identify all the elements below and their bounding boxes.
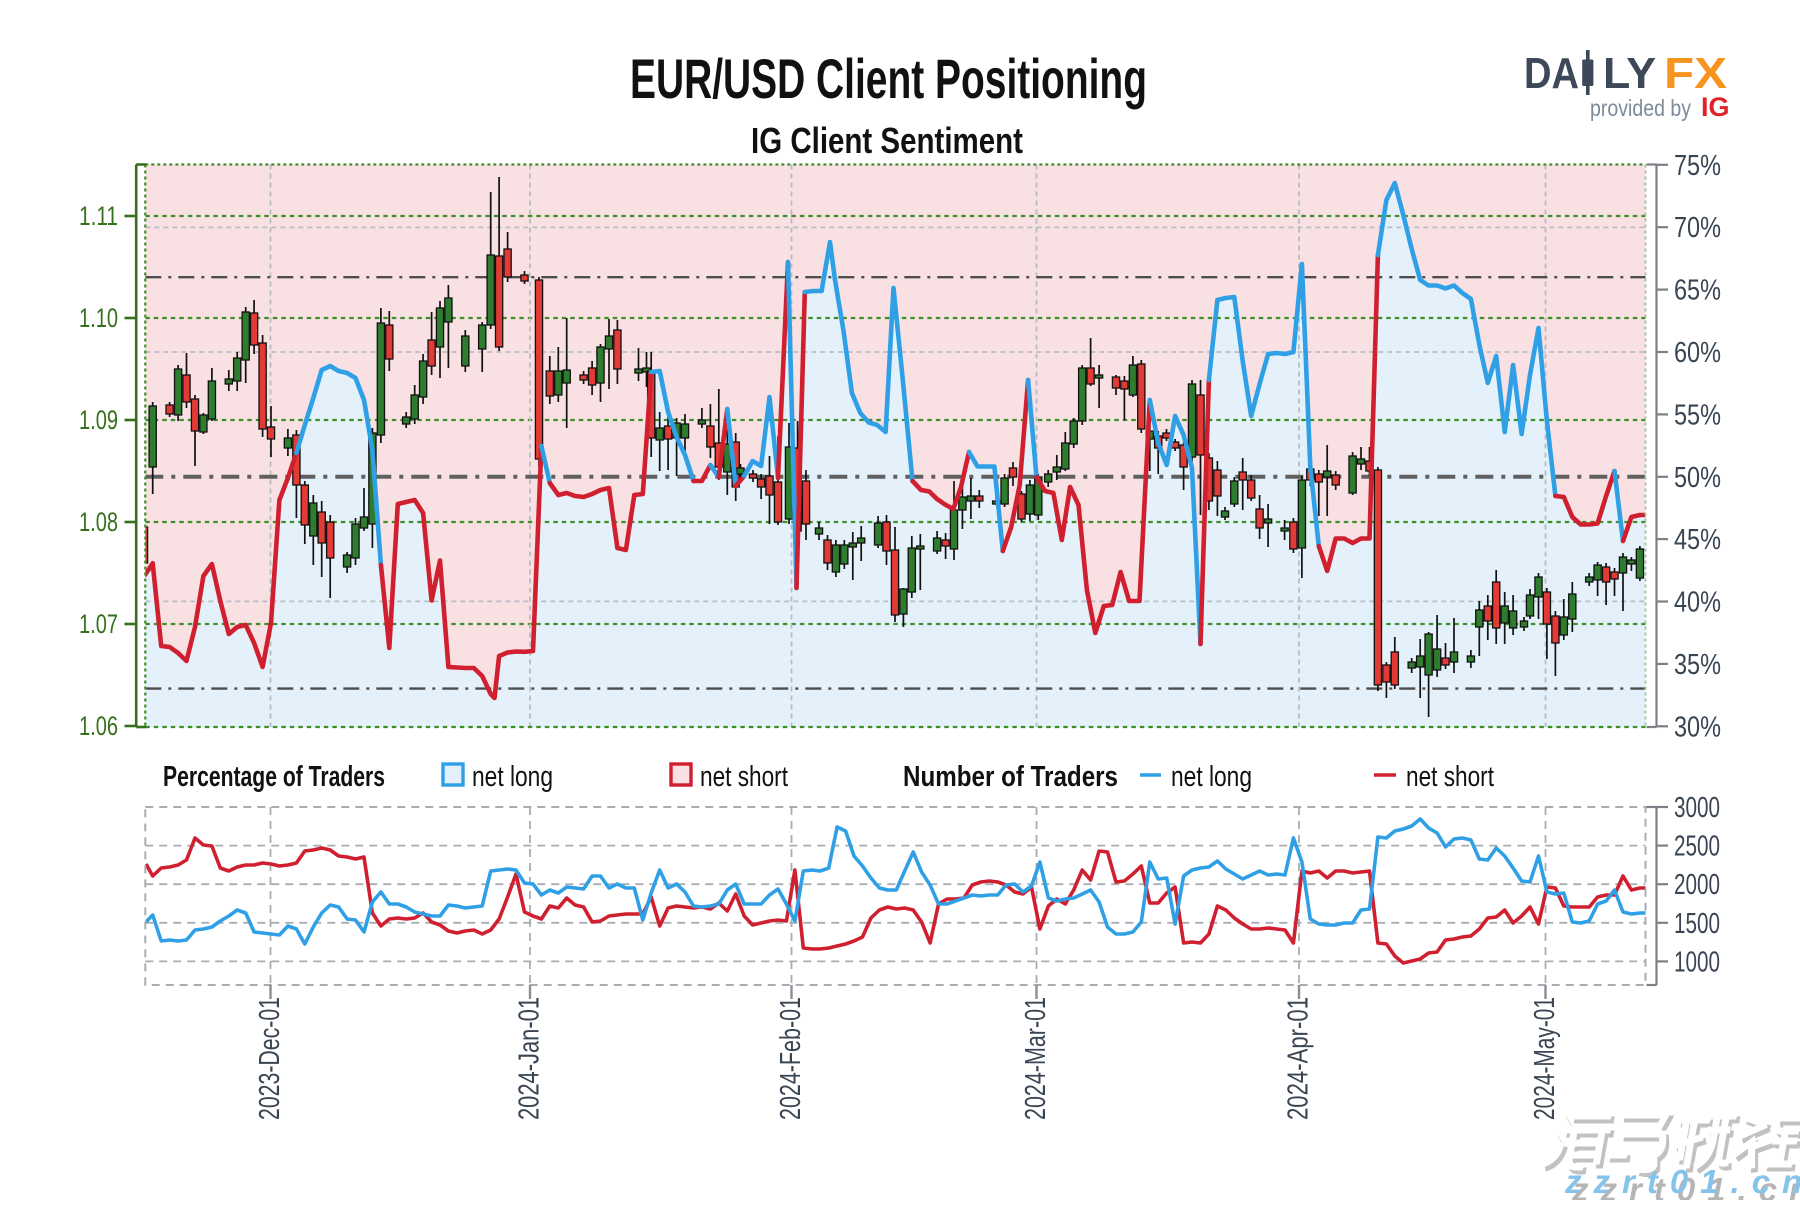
svg-text:EUR/USD Client Positioning: EUR/USD Client Positioning	[630, 47, 1147, 110]
svg-text:55%: 55%	[1674, 399, 1721, 431]
svg-text:1.08: 1.08	[79, 507, 118, 537]
svg-text:1.09: 1.09	[79, 405, 118, 435]
svg-text:2024-Jan-01: 2024-Jan-01	[514, 997, 546, 1120]
svg-text:2024-Mar-01: 2024-Mar-01	[1020, 997, 1052, 1120]
svg-text:IG Client Sentiment: IG Client Sentiment	[751, 120, 1023, 161]
svg-text:30%: 30%	[1674, 711, 1721, 743]
svg-text:45%: 45%	[1674, 524, 1721, 556]
svg-text:provided by: provided by	[1590, 95, 1691, 121]
svg-text:1.11: 1.11	[79, 201, 118, 231]
svg-text:1000: 1000	[1674, 946, 1720, 978]
svg-text:net short: net short	[1406, 761, 1494, 793]
svg-text:Number of Traders: Number of Traders	[903, 761, 1118, 793]
svg-text:70%: 70%	[1674, 212, 1721, 244]
svg-text:net long: net long	[472, 761, 553, 793]
svg-text:FX: FX	[1664, 49, 1727, 98]
svg-text:2500: 2500	[1674, 831, 1720, 863]
svg-text:Percentage of Traders: Percentage of Traders	[163, 761, 385, 793]
svg-text:1.10: 1.10	[79, 303, 118, 333]
svg-text:35%: 35%	[1674, 649, 1721, 681]
svg-text:1500: 1500	[1674, 908, 1720, 940]
svg-text:60%: 60%	[1674, 337, 1721, 369]
svg-text:2000: 2000	[1674, 869, 1720, 901]
svg-text:zzrt01.cn: zzrt01.cn	[1571, 1171, 1800, 1200]
svg-text:50%: 50%	[1674, 462, 1721, 494]
svg-text:65%: 65%	[1674, 275, 1721, 307]
svg-text:40%: 40%	[1674, 587, 1721, 619]
svg-text:1.07: 1.07	[79, 609, 118, 639]
svg-text:net long: net long	[1171, 761, 1252, 793]
svg-text:75%: 75%	[1674, 150, 1721, 182]
svg-text:IG: IG	[1701, 92, 1730, 122]
svg-text:LY: LY	[1603, 49, 1656, 98]
svg-text:2023-Dec-01: 2023-Dec-01	[254, 997, 286, 1120]
svg-text:2024-May-01: 2024-May-01	[1529, 997, 1561, 1120]
svg-text:3000: 3000	[1674, 792, 1720, 824]
svg-text:zzrt01.cn: zzrt01.cn	[1564, 1163, 1800, 1200]
svg-text:2024-Feb-01: 2024-Feb-01	[775, 997, 807, 1120]
svg-text:2024-Apr-01: 2024-Apr-01	[1283, 997, 1315, 1120]
svg-text:DA: DA	[1524, 49, 1579, 98]
svg-text:1.06: 1.06	[79, 711, 118, 741]
svg-text:net short: net short	[700, 761, 788, 793]
